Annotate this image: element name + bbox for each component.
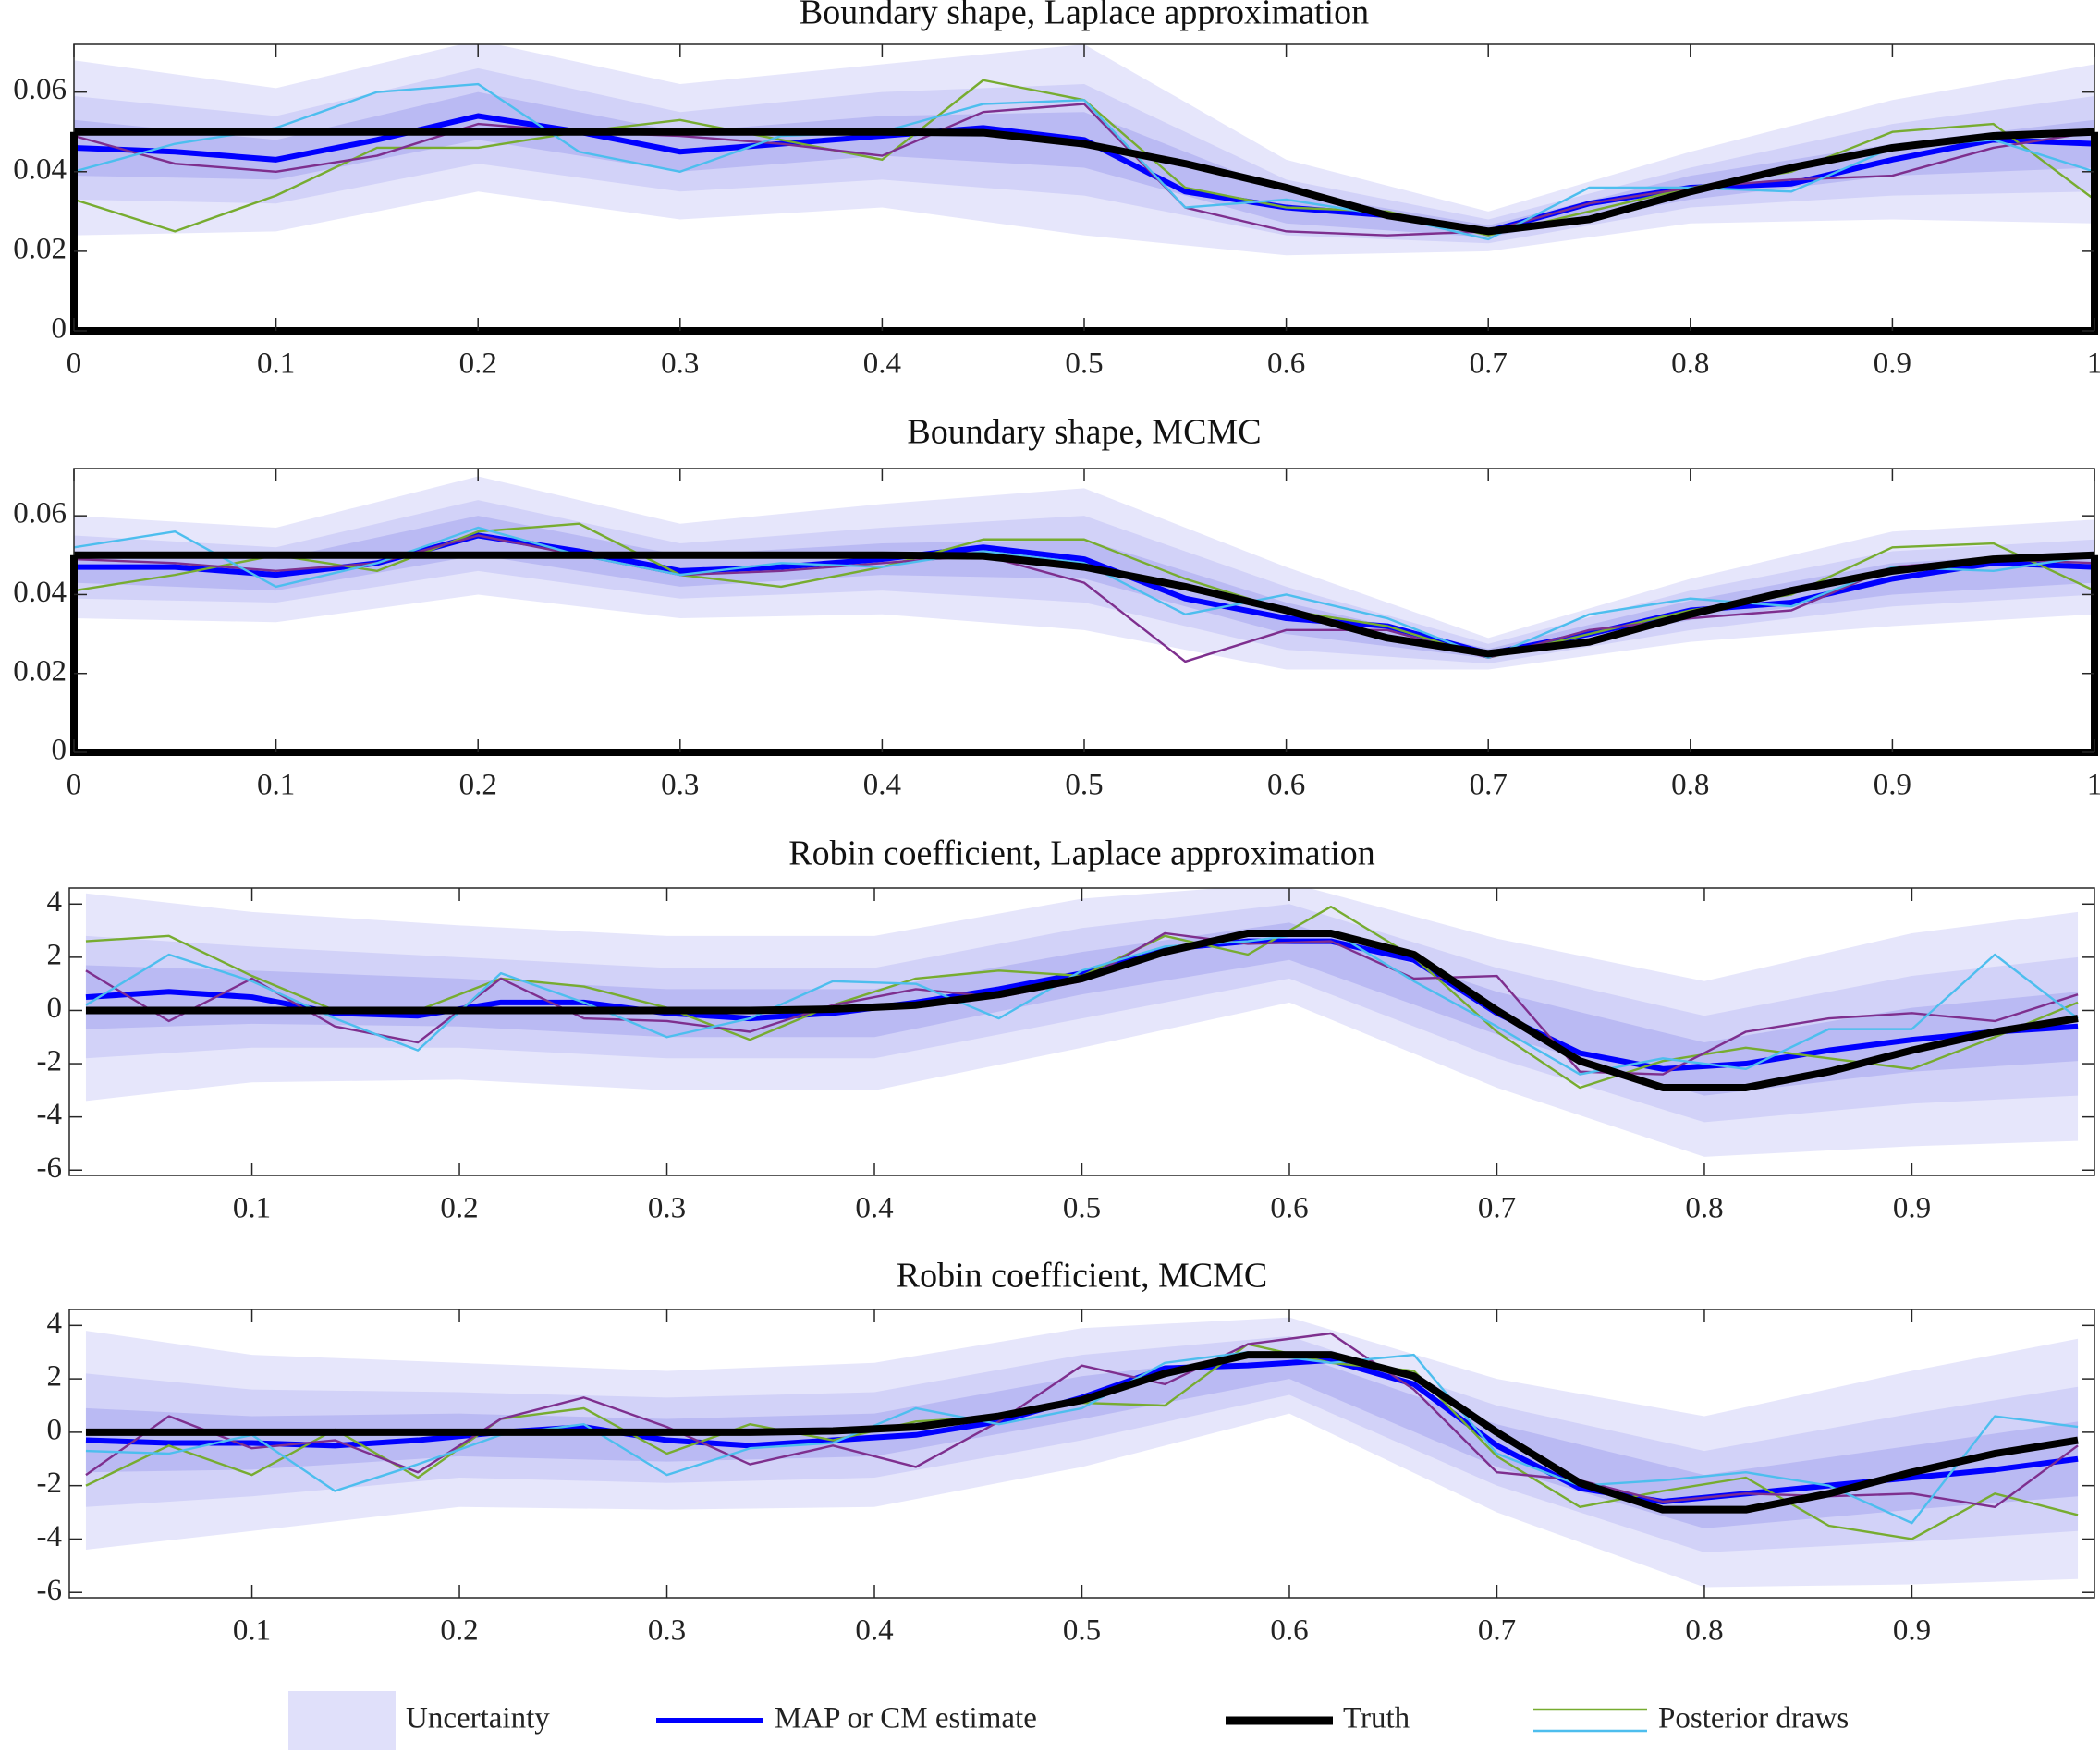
chart-title: Boundary shape, MCMC — [907, 413, 1261, 452]
y-tick-label: -6 — [37, 1574, 63, 1607]
series-line — [74, 551, 2094, 658]
y-tick-label: 4 — [47, 1307, 63, 1340]
y-tick-label: -6 — [37, 1151, 63, 1185]
y-tick-label: 0 — [52, 734, 67, 767]
x-tick-label: 0.7 — [1470, 347, 1508, 381]
x-tick-label: 0.9 — [1874, 769, 1911, 802]
series-line — [74, 103, 2094, 237]
series-line — [85, 929, 2079, 1076]
x-tick-label: 0.3 — [661, 769, 699, 802]
y-tick-label: 4 — [47, 885, 63, 919]
x-tick-label: 0.3 — [661, 347, 699, 381]
x-tick-label: 0.4 — [855, 1192, 893, 1225]
x-tick-label: 0.7 — [1478, 1614, 1516, 1648]
x-tick-label: 0.6 — [1267, 769, 1305, 802]
y-tick-label: 0 — [47, 992, 63, 1025]
x-tick-label: 0.4 — [855, 1614, 893, 1648]
x-tick-label: 0.1 — [233, 1614, 271, 1648]
x-tick-label: 0.6 — [1270, 1192, 1308, 1225]
x-tick-label: 0.2 — [459, 769, 497, 802]
legend-label: MAP or CM estimate — [775, 1702, 1037, 1735]
x-tick-label: 0.4 — [863, 769, 901, 802]
x-tick-label: 0.8 — [1685, 1192, 1723, 1225]
y-tick-label: 0.06 — [13, 73, 67, 106]
x-tick-label: 0.8 — [1671, 347, 1709, 381]
y-tick-label: 0.04 — [13, 576, 67, 609]
x-tick-label: 0.2 — [440, 1614, 478, 1648]
chart-title: Robin coefficient, MCMC — [897, 1257, 1267, 1296]
x-tick-label: 0.5 — [1065, 769, 1103, 802]
x-tick-label: 0.9 — [1893, 1614, 1931, 1648]
x-tick-label: 1 — [2087, 347, 2100, 381]
subplot: Robin coefficient, MCMC 0.1 0.2 0.3 0.4 0.5 0.… — [37, 1257, 2095, 1648]
y-tick-label: -4 — [37, 1520, 63, 1553]
legend-label: Posterior draws — [1658, 1702, 1849, 1735]
uncertainty-band — [85, 888, 2079, 1157]
series-line — [74, 82, 2094, 241]
legend: Uncertainty MAP or CM estimate Truth Poster… — [288, 1691, 1849, 1750]
series-line — [85, 938, 2079, 1072]
plot-area — [85, 1317, 2079, 1588]
y-tick-label: -2 — [37, 1045, 63, 1078]
y-tick-label: -4 — [37, 1098, 63, 1131]
x-tick-label: 1 — [2087, 769, 2100, 802]
x-tick-label: 0.5 — [1063, 1614, 1101, 1648]
legend-swatch — [288, 1691, 396, 1750]
series-line — [85, 1351, 2079, 1525]
series-line — [74, 128, 2094, 236]
x-tick-label: 0.1 — [257, 347, 295, 381]
x-tick-label: 0.4 — [863, 347, 901, 381]
x-tick-label: 0 — [67, 347, 82, 381]
x-tick-label: 0.5 — [1063, 1192, 1101, 1225]
uncertainty-band — [85, 1317, 2079, 1588]
x-tick-label: 0.9 — [1893, 1192, 1931, 1225]
x-tick-label: 0.8 — [1685, 1614, 1723, 1648]
legend-label: Uncertainty — [406, 1702, 550, 1735]
x-tick-label: 0.2 — [440, 1192, 478, 1225]
plot-area — [85, 888, 2079, 1157]
x-tick-label: 0.8 — [1671, 769, 1709, 802]
x-tick-label: 0.6 — [1267, 347, 1305, 381]
y-tick-label: 0.04 — [13, 152, 67, 186]
y-tick-label: 2 — [47, 1360, 63, 1394]
chart-title: Robin coefficient, Laplace approximation — [788, 834, 1375, 873]
subplot: Boundary shape, Laplace approximation 0 0.… — [13, 0, 2100, 381]
y-tick-label: 0.06 — [13, 497, 67, 530]
uncertainty-band — [85, 904, 2079, 1123]
series-line — [74, 526, 2094, 659]
x-tick-label: 0.5 — [1065, 347, 1103, 381]
x-tick-label: 0.9 — [1874, 347, 1911, 381]
subplot: Boundary shape, MCMC 0 0.1 0.2 0.3 0.4 0.5 0.6 0… — [13, 413, 2100, 802]
y-tick-label: 0.02 — [13, 654, 67, 688]
series-line — [85, 929, 2079, 1091]
y-tick-label: -2 — [37, 1467, 63, 1500]
y-tick-label: 0.02 — [13, 232, 67, 265]
y-tick-label: 2 — [47, 938, 63, 971]
y-tick-label: 0 — [47, 1413, 63, 1446]
x-tick-label: 0.6 — [1270, 1614, 1308, 1648]
x-tick-label: 0.1 — [233, 1192, 271, 1225]
legend-label: Truth — [1343, 1702, 1410, 1735]
plot-area — [74, 476, 2094, 670]
y-tick-label: 0 — [52, 312, 67, 346]
x-tick-label: 0.2 — [459, 347, 497, 381]
x-tick-label: 0.3 — [648, 1614, 686, 1648]
x-tick-label: 0.7 — [1470, 769, 1508, 802]
x-tick-label: 0.3 — [648, 1192, 686, 1225]
x-tick-label: 0 — [67, 769, 82, 802]
chart-title: Boundary shape, Laplace approximation — [800, 0, 1369, 32]
x-tick-label: 0.7 — [1478, 1192, 1516, 1225]
series-line — [85, 1351, 2079, 1514]
subplot: Robin coefficient, Laplace approximation… — [37, 834, 2095, 1225]
uncertainty-band — [85, 1335, 2079, 1552]
series-line — [85, 1332, 2079, 1508]
x-tick-label: 0.1 — [257, 769, 295, 802]
plot-area — [74, 44, 2094, 256]
